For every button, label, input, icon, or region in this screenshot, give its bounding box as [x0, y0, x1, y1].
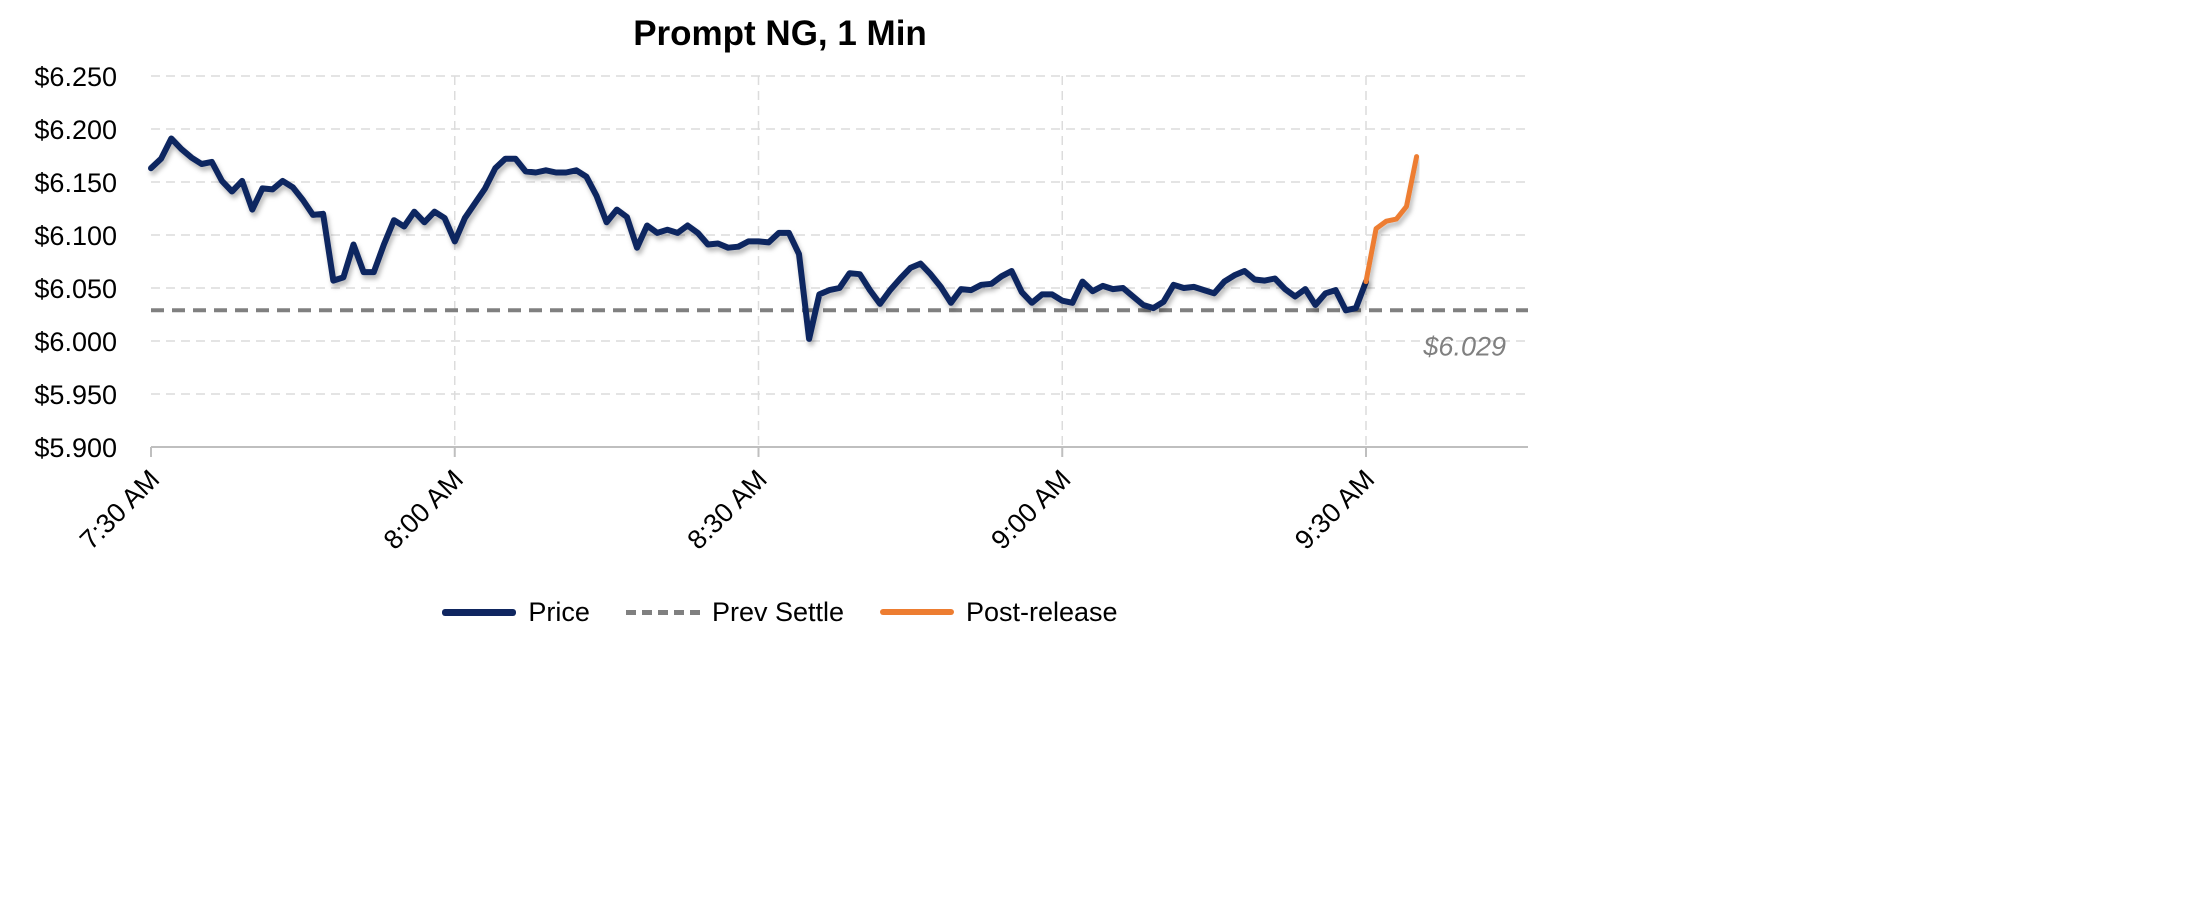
y-tick-label: $6.150: [34, 168, 117, 198]
chart-title: Prompt NG, 1 Min: [633, 14, 927, 53]
y-tick-label: $5.950: [34, 380, 117, 410]
x-tick-label: 7:30 AM: [74, 464, 165, 555]
y-tick-label: $6.050: [34, 274, 117, 304]
legend-swatch-prev-settle: [625, 609, 700, 615]
x-tick-label: 9:30 AM: [1289, 464, 1380, 555]
prev-settle-value-label: $6.029: [1422, 331, 1506, 361]
line-chart: $5.900 $5.950 $6.000 $6.050 $6.100 $6.150 $6.2…: [34, 62, 1528, 555]
y-tick-label: $6.000: [34, 327, 117, 357]
price-line: [148, 135, 1369, 342]
y-tick-label: $6.250: [34, 62, 117, 92]
legend-label-post-release: Post-release: [966, 596, 1118, 627]
x-tick-label: 8:00 AM: [378, 464, 469, 555]
axes: [150, 446, 1528, 457]
legend-swatch-post-release: [880, 609, 954, 615]
x-tick-label: 8:30 AM: [681, 464, 772, 555]
series: [148, 135, 1528, 342]
x-tick-label: 9:00 AM: [985, 464, 1076, 555]
legend-swatch-price: [442, 608, 517, 616]
gridlines: [151, 75, 1528, 447]
post-release-line: [1363, 154, 1420, 285]
legend: Price Prev Settle Post-release: [0, 590, 1560, 634]
y-tick-label: $5.900: [34, 433, 117, 463]
legend-item-prev-settle: Prev Settle: [625, 596, 844, 628]
y-tick-label: $6.200: [34, 115, 117, 145]
legend-label-price: Price: [528, 596, 590, 627]
legend-item-post-release: Post-release: [880, 597, 1118, 628]
legend-item-price: Price: [442, 597, 590, 628]
legend-label-prev-settle: Prev Settle: [711, 596, 844, 627]
y-tick-label: $6.100: [34, 221, 117, 251]
